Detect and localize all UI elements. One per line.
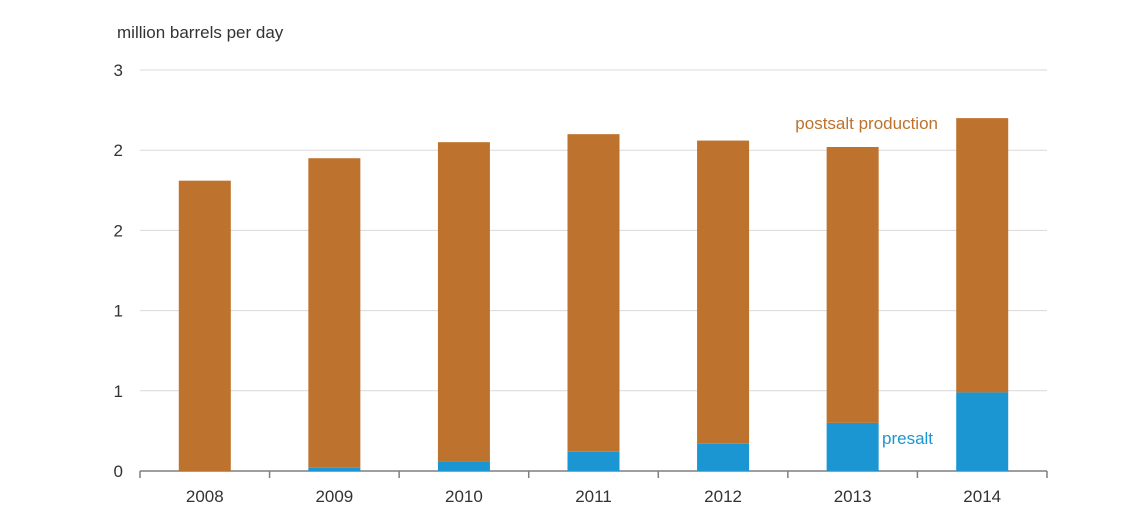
x-tick-label: 2011 [575,487,612,506]
x-tick-label: 2010 [445,487,483,506]
x-tick-label: 2012 [704,487,742,506]
y-tick-label: 3 [114,61,123,80]
tick-labels: 0 1 1 2 2 3 2008 2009 2010 2011 2012 2013 2014 [114,61,1002,506]
bar-presalt-2014 [956,392,1009,471]
bar-postsalt-production-2013 [826,146,879,423]
bar-postsalt-production-2009 [308,158,361,468]
y-axis-label: million barrels per day [117,23,284,42]
bar-presalt-2012 [697,443,750,471]
bar-presalt-2009 [308,467,361,471]
y-tick-label: 1 [114,302,123,321]
bar-postsalt-production-2011 [567,134,620,452]
series-label-postsalt: postsalt production [795,114,938,133]
bar-postsalt-production-2014 [956,118,1009,393]
x-tick-label: 2009 [315,487,353,506]
x-tick-label: 2008 [186,487,224,506]
bar-postsalt-production-2012 [697,140,750,444]
series-labels: postsalt production presalt [795,114,938,448]
y-tick-label: 2 [114,221,123,240]
y-tick-label: 0 [114,462,123,481]
series-label-presalt: presalt [882,429,933,448]
bar-postsalt-production-2008 [178,180,231,471]
bar-presalt-2010 [437,461,490,471]
bar-postsalt-production-2010 [437,142,490,462]
y-tick-label: 2 [114,141,123,160]
bars [178,118,1009,471]
x-tick-label: 2014 [963,487,1001,506]
y-tick-label: 1 [114,382,123,401]
x-tick-label: 2013 [834,487,872,506]
bar-presalt-2011 [567,451,620,471]
bar-presalt-2013 [826,422,879,471]
